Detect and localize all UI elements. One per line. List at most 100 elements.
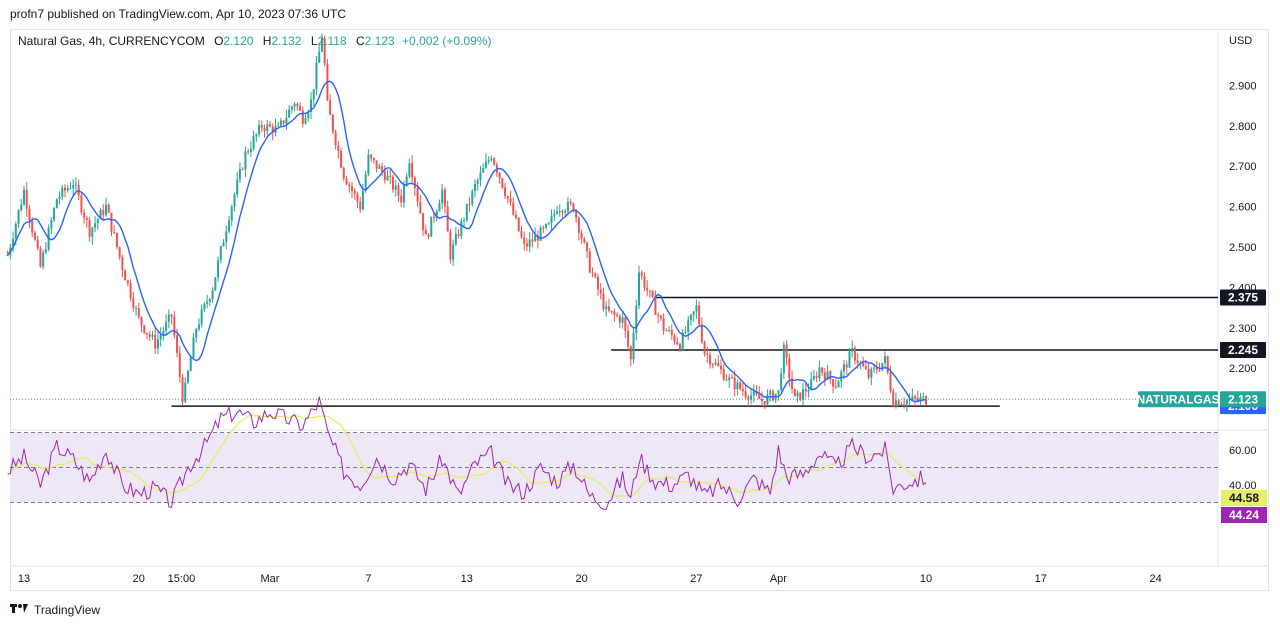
candle-body [206,301,209,304]
candle-body [411,163,414,178]
candle-body [318,51,321,63]
moving-average-line [7,80,926,403]
candle-body [834,386,837,388]
candle-body [452,244,455,260]
candle-body [539,227,542,241]
candle-body [126,280,129,284]
candle-body [905,400,908,405]
candle-body [296,103,299,107]
candle-body [208,299,211,302]
candle-body [673,335,676,342]
candle-body [225,231,228,243]
candle-body [288,109,291,118]
candle-body [105,204,107,215]
level-tag: 2.245 [1228,343,1258,357]
candle-body [498,172,501,179]
tradingview-brand[interactable]: TradingView [10,602,100,617]
candle-body [922,396,925,398]
candle-body [561,211,564,213]
candle-body [91,227,94,237]
candle-body [613,311,616,315]
candle-body [730,377,733,379]
candle-body [605,306,608,310]
change-value: +0.002 (+0.09%) [402,34,492,48]
candle-body [528,239,531,247]
candle-body [31,220,34,233]
candle-body [397,185,400,196]
candle-body [195,329,198,338]
candle-body [36,239,39,249]
candle-body [670,329,673,336]
candle-body [856,360,859,363]
price-tick-label: 2.600 [1229,202,1257,214]
candle-body [875,367,878,370]
candle-body [419,201,422,214]
candle-body [782,344,785,374]
candle-body [525,243,528,247]
candle-body [821,367,824,373]
candle-body [364,174,367,191]
candle-body [405,176,408,184]
candle-body [711,364,714,366]
candle-body [329,100,332,115]
candle-body [258,124,261,135]
candle-body [624,317,627,331]
candle-body [558,211,561,213]
candle-body [520,231,523,238]
candle-body [290,106,293,110]
candle-body [113,231,116,233]
candle-body [531,239,534,242]
currency-label: USD [1229,35,1252,47]
candle-body [897,400,900,406]
high-label: H [262,34,272,48]
candle-body [99,209,102,220]
candle-body [345,178,348,185]
candle-body [635,305,638,334]
candle-body [651,291,654,297]
level-tag-bg [1220,289,1266,306]
candle-body [255,134,258,137]
candle-body [454,234,457,245]
candle-body [700,324,703,343]
rsi-panel: 40.00 60.00 44.58 44.24 [7,396,1267,523]
rsi-line [7,396,927,510]
candle-body [110,212,113,232]
candle-body [476,180,479,184]
candle-body [140,317,143,326]
candle-body [124,270,127,281]
candle-body [848,351,851,368]
candle-body [681,332,684,350]
candle-body [878,369,881,371]
rsi-tag: 44.24 [1229,508,1259,522]
candle-body [159,335,162,340]
candle-body [222,242,225,247]
candle-body [744,391,747,397]
close-label: C [356,34,365,48]
candle-body [394,185,397,190]
candle-body [741,388,744,392]
candle-body [698,305,701,325]
candle-body [449,231,452,260]
candle-body [594,273,597,277]
candle-body [304,118,307,124]
candle-body [367,154,370,175]
level-tag: 2.375 [1228,291,1258,305]
candle-body [722,369,725,380]
candle-body [375,160,378,169]
time-tick-label: 24 [1149,573,1161,585]
candle-body [881,363,884,370]
candle-body [271,126,274,133]
time-tick-label: 10 [920,573,932,585]
candle-body [189,357,192,372]
candle-body [676,341,679,345]
candle-body [829,371,832,380]
time-tick-label: 13 [18,573,30,585]
time-tick-label: 20 [133,573,145,585]
candle-body [843,364,845,372]
candle-body [515,214,517,218]
candle-body [607,306,610,311]
candle-body [249,148,252,153]
candle-body [802,389,804,400]
candle-body [94,223,97,228]
